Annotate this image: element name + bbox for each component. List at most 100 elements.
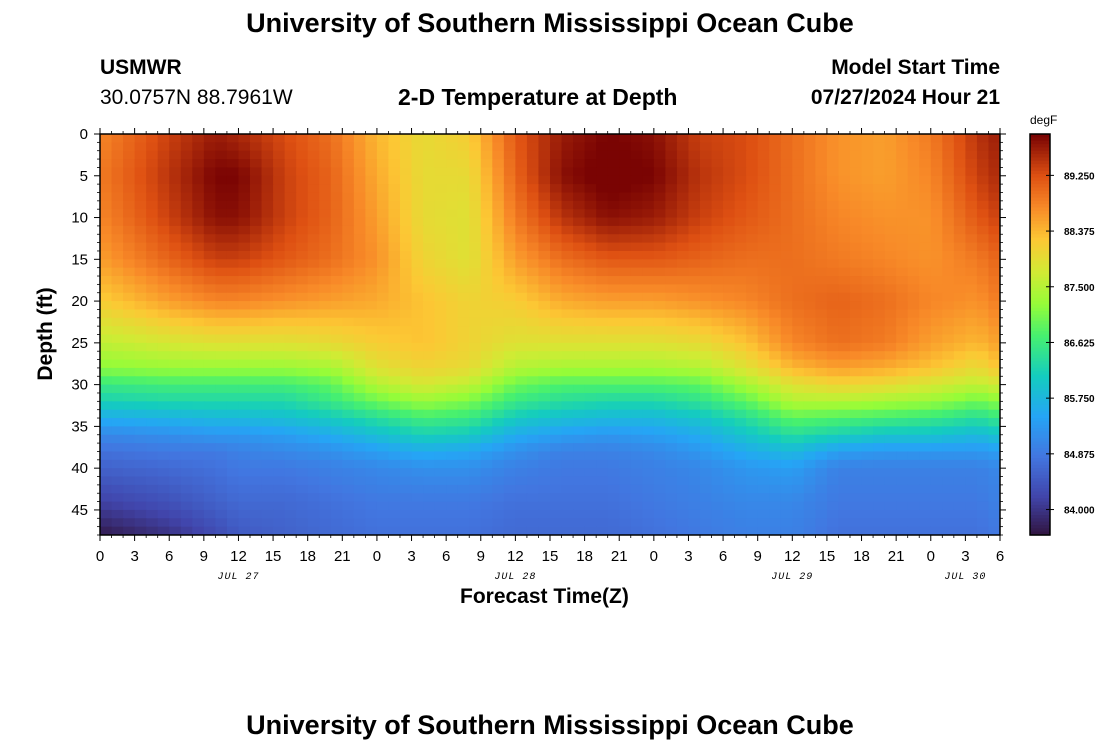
colorbar-segment <box>1030 190 1050 195</box>
heatmap-cell <box>203 217 216 227</box>
heatmap-cell <box>988 242 1000 252</box>
heatmap-cell <box>157 501 170 511</box>
heatmap-cell <box>561 317 574 327</box>
heatmap-cell <box>134 476 147 486</box>
heatmap-cell <box>146 134 159 143</box>
heatmap-cell <box>792 367 805 377</box>
heatmap-cell <box>250 142 263 152</box>
heatmap-cell <box>896 459 909 469</box>
heatmap-cell <box>526 225 540 235</box>
heatmap-cell <box>469 334 482 344</box>
heatmap-cell <box>250 292 263 302</box>
heatmap-cell <box>792 409 805 419</box>
heatmap-cell <box>988 509 1000 519</box>
heatmap-cell <box>596 142 609 152</box>
heatmap-cell <box>515 484 528 494</box>
heatmap-cell <box>400 292 413 302</box>
heatmap-cell <box>688 142 701 152</box>
heatmap-cell <box>596 175 609 185</box>
heatmap-cell <box>250 250 263 260</box>
y-tick-label: 20 <box>71 293 88 310</box>
heatmap-cell <box>803 376 816 386</box>
heatmap-cell <box>803 200 816 210</box>
heatmap-cell <box>457 192 470 202</box>
heatmap-cell <box>457 518 470 528</box>
heatmap-cell <box>365 326 378 336</box>
heatmap-cell <box>226 351 240 361</box>
heatmap-cell <box>423 459 436 469</box>
heatmap-cell <box>953 434 966 444</box>
heatmap-cell <box>653 159 666 169</box>
heatmap-cell <box>953 342 966 352</box>
heatmap-cell <box>457 392 470 402</box>
heatmap-cell <box>157 217 170 227</box>
heatmap-cell <box>665 468 678 478</box>
heatmap-cell <box>942 184 955 194</box>
heatmap-cell <box>700 134 713 143</box>
heatmap-cell <box>492 384 505 394</box>
heatmap-cell <box>907 376 920 386</box>
heatmap-cell <box>273 468 286 478</box>
heatmap-cell <box>676 392 690 402</box>
heatmap-cell <box>850 392 863 402</box>
heatmap-cell <box>653 434 666 444</box>
heatmap-cell <box>192 250 205 260</box>
heatmap-cell <box>988 184 1000 194</box>
heatmap-cell <box>457 509 470 519</box>
heatmap-cell <box>457 476 470 486</box>
heatmap-cell <box>630 276 643 285</box>
heatmap-cell <box>273 317 286 327</box>
heatmap-cell <box>342 526 355 535</box>
heatmap-cell <box>169 392 182 402</box>
heatmap-cell <box>861 501 874 511</box>
heatmap-cell <box>492 317 505 327</box>
heatmap-cell <box>953 234 966 244</box>
heatmap-cell <box>653 284 666 294</box>
heatmap-cell <box>515 225 528 235</box>
heatmap-cell <box>769 501 782 511</box>
heatmap-cell <box>492 476 505 486</box>
heatmap-cell <box>376 401 390 411</box>
heatmap-cell <box>169 267 182 277</box>
heatmap-cell <box>688 367 701 377</box>
heatmap-cell <box>238 242 251 252</box>
heatmap-cell <box>930 217 943 227</box>
heatmap-cell <box>642 359 655 369</box>
heatmap-cell <box>538 250 551 260</box>
heatmap-cell <box>480 134 493 143</box>
heatmap-cell <box>123 518 136 528</box>
heatmap-cell <box>423 209 436 219</box>
heatmap-cell <box>296 434 309 444</box>
heatmap-cell <box>896 217 909 227</box>
heatmap-cell <box>792 250 805 260</box>
heatmap-cell <box>273 292 286 302</box>
heatmap-cell <box>169 292 182 302</box>
heatmap-cell <box>642 250 655 260</box>
heatmap-cell <box>434 476 447 486</box>
heatmap-cell <box>353 317 366 327</box>
heatmap-cell <box>676 468 690 478</box>
heatmap-cell <box>573 217 586 227</box>
heatmap-cell <box>296 518 309 528</box>
heatmap-cell <box>607 359 620 369</box>
heatmap-cell <box>584 342 597 352</box>
heatmap-cell <box>492 326 505 336</box>
heatmap-cell <box>688 309 701 319</box>
heatmap-cell <box>342 367 355 377</box>
heatmap-cell <box>792 242 805 252</box>
heatmap-cell <box>976 150 990 160</box>
heatmap-cell <box>850 367 863 377</box>
heatmap-cell <box>446 217 459 227</box>
heatmap-cell <box>538 292 551 302</box>
heatmap-cell <box>376 476 390 486</box>
heatmap-cell <box>503 326 516 336</box>
heatmap-cell <box>711 468 724 478</box>
x-tick-label: 3 <box>961 548 969 565</box>
heatmap-cell <box>469 409 482 419</box>
heatmap-cell <box>376 192 390 202</box>
heatmap-cell <box>111 518 124 528</box>
heatmap-cell <box>480 184 493 194</box>
heatmap-cell <box>307 342 320 352</box>
heatmap-cell <box>826 384 840 394</box>
heatmap-cell <box>873 342 886 352</box>
